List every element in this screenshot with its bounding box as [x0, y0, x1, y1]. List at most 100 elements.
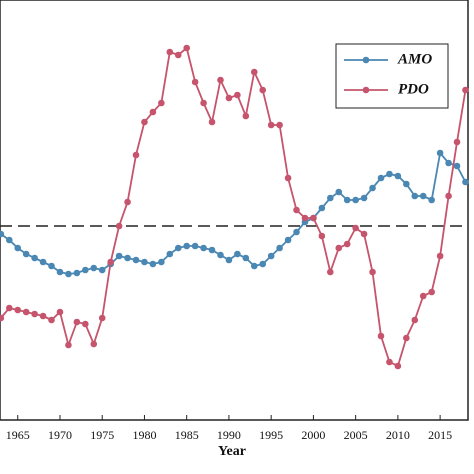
legend-marker	[362, 56, 370, 64]
data-point	[343, 240, 351, 248]
data-point	[39, 258, 47, 266]
legend-marker	[362, 86, 370, 94]
data-point	[234, 91, 241, 99]
data-point	[174, 51, 182, 59]
data-point	[22, 308, 30, 316]
data-point	[386, 358, 393, 366]
data-point	[200, 244, 207, 252]
x-tick-label: 1980	[132, 428, 156, 442]
series-line	[0, 150, 467, 275]
data-point	[242, 112, 250, 120]
data-point	[411, 316, 419, 324]
data-point	[5, 304, 13, 312]
data-point	[453, 162, 461, 170]
data-point	[436, 149, 444, 157]
data-point	[462, 178, 469, 186]
data-point	[65, 341, 72, 349]
data-point	[56, 308, 64, 316]
data-point	[225, 94, 233, 102]
data-point	[403, 334, 410, 342]
data-point	[369, 268, 376, 276]
x-tick-label: 1990	[217, 428, 241, 442]
data-point	[208, 118, 216, 126]
data-point	[208, 246, 216, 254]
data-point	[267, 252, 275, 260]
data-point	[419, 292, 427, 300]
data-point	[158, 99, 165, 107]
data-point	[276, 244, 283, 252]
data-point	[183, 242, 190, 250]
data-point	[191, 78, 199, 86]
data-point	[250, 68, 258, 76]
data-point	[242, 254, 250, 262]
data-point	[149, 260, 157, 268]
data-point	[318, 204, 326, 212]
data-point	[141, 258, 148, 266]
data-point	[217, 251, 224, 259]
data-point	[217, 76, 224, 84]
x-tick-label: 2015	[428, 428, 452, 442]
data-point	[259, 86, 267, 94]
data-point	[5, 236, 13, 244]
x-tick-label: 1970	[48, 428, 72, 442]
x-tick-label: 2000	[301, 428, 325, 442]
data-point	[411, 192, 419, 200]
data-point	[419, 192, 427, 200]
data-point	[352, 224, 359, 232]
data-point	[352, 196, 359, 204]
data-point	[31, 310, 38, 318]
data-point	[174, 244, 182, 252]
data-point	[107, 258, 114, 266]
data-point	[343, 196, 351, 204]
data-point	[14, 306, 22, 314]
data-point	[301, 214, 309, 222]
x-tick-label: 1995	[259, 428, 283, 442]
legend-label: PDO	[398, 81, 429, 97]
plot-frame	[0, 0, 469, 421]
data-point	[73, 318, 81, 326]
data-point	[98, 266, 106, 274]
x-tick-label: 2010	[386, 428, 410, 442]
x-tick-label: 1985	[175, 428, 199, 442]
x-tick-label: 1965	[6, 428, 30, 442]
data-point	[14, 244, 22, 252]
x-axis-label: Year	[218, 444, 246, 459]
legend-label: AMO	[397, 51, 432, 67]
data-point	[462, 86, 469, 94]
data-point	[327, 194, 334, 202]
data-point	[22, 250, 30, 258]
data-point	[115, 222, 123, 230]
data-point	[90, 264, 98, 272]
data-point	[284, 236, 292, 244]
data-point	[90, 340, 98, 348]
data-point	[377, 174, 385, 182]
data-point	[360, 194, 368, 202]
data-point	[267, 121, 275, 129]
data-point	[183, 44, 190, 52]
data-point	[31, 254, 38, 262]
data-point	[166, 250, 174, 258]
data-point	[369, 184, 376, 192]
data-point	[436, 252, 444, 260]
data-point	[124, 254, 131, 262]
data-point	[158, 258, 165, 266]
data-point	[293, 228, 300, 236]
data-point	[335, 244, 343, 252]
data-point	[0, 230, 5, 238]
data-point	[149, 108, 157, 116]
x-tick-label: 2005	[344, 428, 368, 442]
data-point	[276, 121, 283, 129]
data-point	[394, 362, 402, 370]
data-point	[191, 242, 199, 250]
x-tick-label: 1975	[90, 428, 114, 442]
data-point	[428, 196, 435, 204]
data-point	[166, 48, 174, 56]
data-point	[428, 288, 435, 296]
data-point	[132, 256, 140, 264]
data-point	[234, 250, 241, 258]
data-point	[386, 170, 393, 178]
data-point	[445, 192, 452, 200]
data-point	[284, 174, 292, 182]
data-point	[132, 151, 140, 159]
